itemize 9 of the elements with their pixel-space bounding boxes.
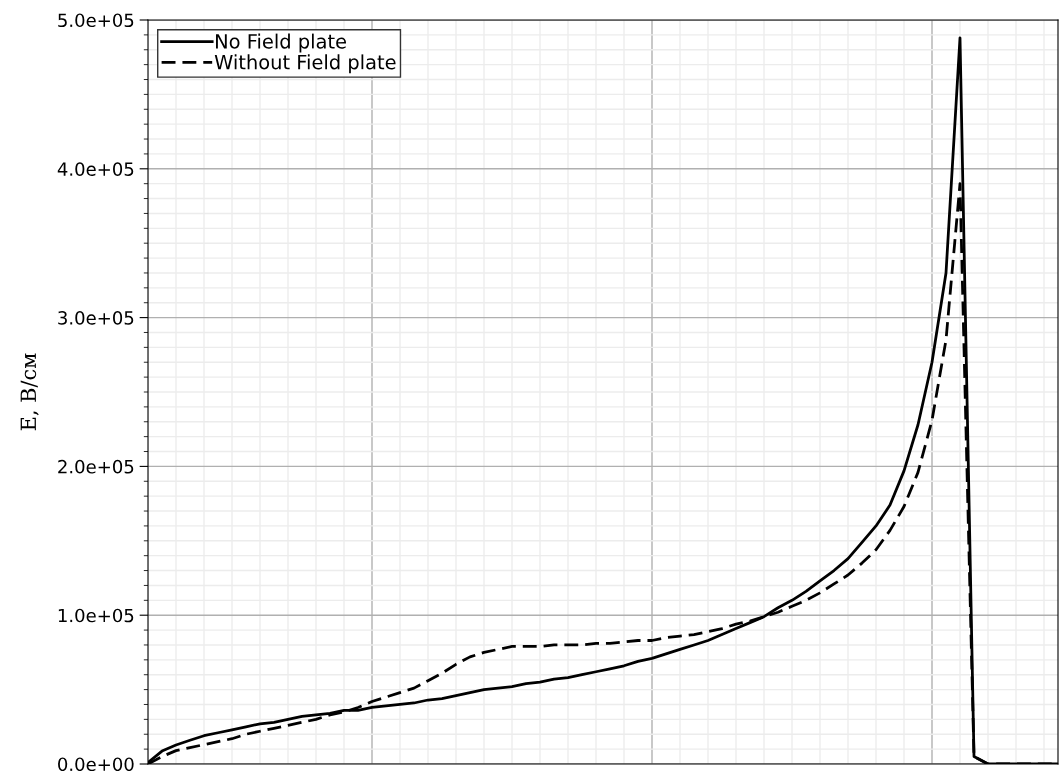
legend-label: Without Field plate xyxy=(214,54,396,74)
y-tick-label: 4.0e+05 xyxy=(57,162,134,176)
y-tick-label: 3.0e+05 xyxy=(58,311,134,325)
y-axis-title: E, В/см xyxy=(20,353,39,431)
y-tick-label: 5.0e+05 xyxy=(58,13,134,28)
y-tick-label: 0.0e+00 xyxy=(58,757,134,771)
legend-label: No Field plate xyxy=(216,33,347,53)
y-tick-label: 2.0e+05 xyxy=(58,459,134,474)
y-tick-label: 1.0e+05 xyxy=(58,608,134,623)
